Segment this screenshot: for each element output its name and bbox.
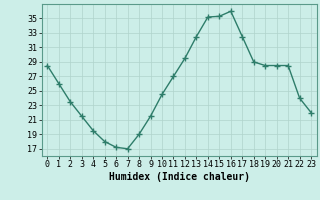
X-axis label: Humidex (Indice chaleur): Humidex (Indice chaleur) [109, 172, 250, 182]
